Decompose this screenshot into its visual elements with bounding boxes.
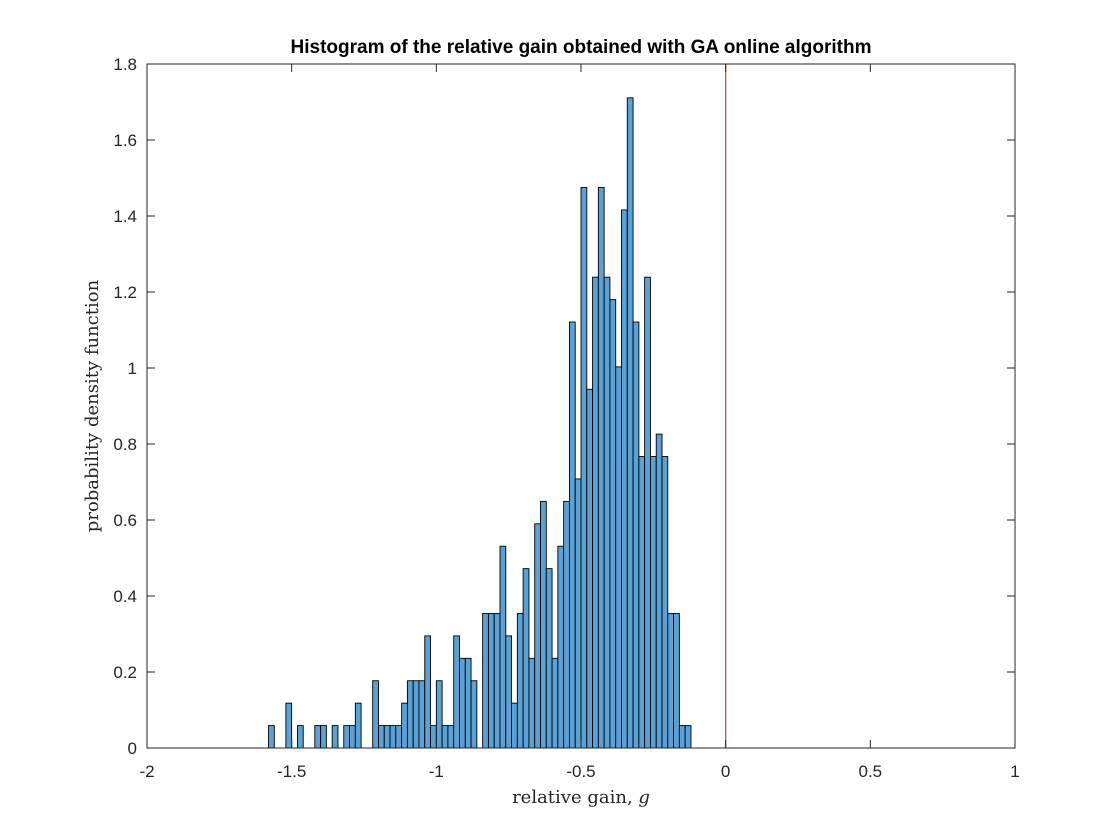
y-tick-label: 0.4 [113, 587, 137, 606]
histogram-bar [493, 613, 501, 749]
histogram-bar [540, 500, 547, 749]
x-tick-label: 0.5 [859, 762, 883, 781]
histogram-bar [441, 725, 449, 749]
x-axis-label-variable: g [638, 787, 650, 808]
histogram-bar [453, 635, 460, 749]
histogram-bar [430, 725, 437, 749]
histogram-bar [649, 456, 657, 749]
histogram-bar [673, 613, 680, 749]
histogram-bar [557, 545, 565, 749]
y-tick-label: 1.4 [113, 207, 137, 226]
histogram-bar [406, 680, 414, 749]
x-axis-ticks: -2 -1.5 -1 -0.5 0 0.5 1 [139, 64, 1020, 781]
histogram-bar [603, 276, 611, 749]
histogram-bar [464, 657, 472, 749]
histogram-bar [511, 702, 518, 749]
histogram-bar [412, 680, 420, 749]
y-tick-label: 1.6 [113, 131, 137, 150]
histogram-bar [459, 657, 466, 749]
histogram-bar [378, 725, 385, 749]
histogram-bar [395, 725, 403, 749]
histogram-bar [621, 209, 628, 749]
histogram-bar [314, 725, 322, 749]
y-tick-label: 0.8 [113, 435, 137, 454]
y-axis-label: probability density function [82, 279, 103, 532]
histogram-bar [684, 725, 692, 749]
x-axis-label-text: relative gain, [512, 787, 638, 808]
histogram-bar [586, 388, 594, 749]
histogram-bar [551, 657, 559, 749]
histogram-bar [285, 702, 293, 749]
x-tick-label: -1 [429, 762, 444, 781]
x-tick-label: 0 [721, 762, 730, 781]
histogram-bar [597, 187, 605, 749]
histogram-bar [435, 680, 443, 749]
histogram-bar [545, 568, 553, 749]
histogram-bar [389, 725, 397, 749]
x-tick-label: 1 [1010, 762, 1019, 781]
y-tick-label: 1 [128, 359, 137, 378]
histogram-bar [499, 545, 507, 749]
histogram-bar [563, 500, 570, 749]
histogram-bar [644, 276, 651, 749]
histogram-bar [592, 276, 599, 749]
histogram-bar [297, 725, 304, 749]
histogram-bar [534, 523, 541, 749]
histogram-bar [505, 635, 513, 749]
histogram-bar [528, 657, 536, 749]
x-tick-label: -0.5 [566, 762, 595, 781]
histogram-bar [626, 97, 634, 749]
histogram-bar [320, 725, 327, 749]
y-tick-label: 1.8 [113, 55, 137, 74]
histogram-bar [638, 456, 646, 749]
chart-title: Histogram of the relative gain obtained … [291, 37, 872, 58]
histogram-bar [615, 366, 622, 749]
histogram-bar [516, 613, 524, 749]
x-tick-label: -1.5 [277, 762, 306, 781]
histogram-bar [383, 725, 391, 749]
histogram-bar [574, 478, 582, 749]
histogram-bar [568, 321, 576, 749]
histogram-bar [331, 725, 339, 749]
y-tick-label: 1.2 [113, 283, 137, 302]
histogram-bar [447, 725, 455, 749]
histogram-bar [661, 456, 669, 749]
histogram-bar [632, 321, 640, 749]
histogram-bar [418, 680, 426, 749]
histogram-bar [482, 613, 489, 749]
histogram-bar [343, 725, 350, 749]
histogram-bar [678, 725, 686, 749]
histogram-bar [667, 613, 675, 749]
histogram-bar [372, 680, 379, 749]
histogram-bar [424, 635, 431, 749]
histogram-bar [268, 725, 275, 749]
histogram-bar [522, 568, 530, 749]
histogram-bar [580, 187, 588, 749]
y-axis-ticks: 0 0.2 0.4 0.6 0.8 1 1.2 1.4 1.6 1.8 [113, 55, 1015, 758]
histogram-bar [401, 702, 408, 749]
histogram-bar [470, 680, 478, 749]
x-tick-label: -2 [139, 762, 154, 781]
y-tick-label: 0.6 [113, 511, 137, 530]
histogram-bar [487, 613, 495, 749]
y-tick-label: 0 [128, 739, 137, 758]
histogram-bar [354, 702, 362, 749]
histogram-bar [609, 299, 617, 749]
histogram-bars [268, 97, 692, 749]
x-axis-label: relative gain, g [512, 787, 650, 808]
histogram-bar [655, 433, 663, 749]
histogram-bar [349, 725, 356, 749]
y-tick-label: 0.2 [113, 663, 137, 682]
